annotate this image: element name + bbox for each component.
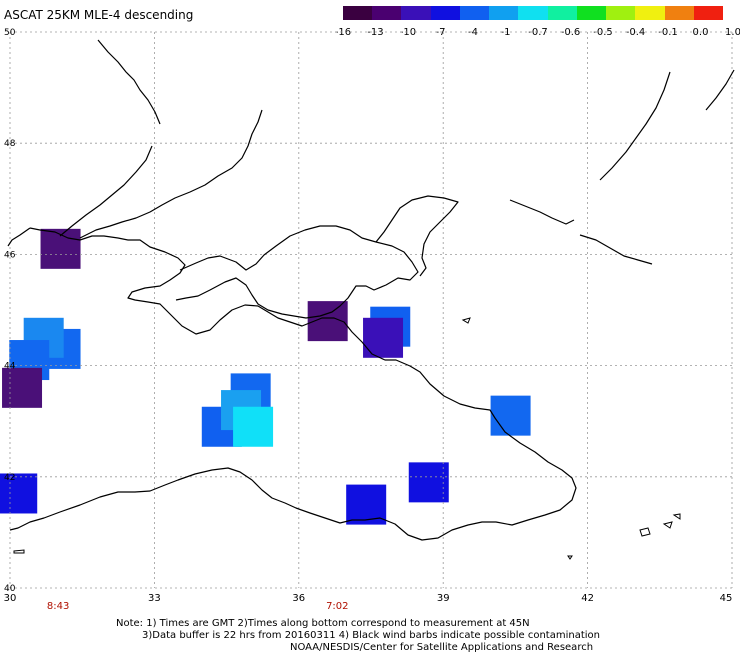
- lat-tick-label: 46: [4, 250, 16, 260]
- colorbar-swatch: [459, 6, 490, 20]
- coastline: [7, 39, 735, 541]
- colorbar-label: -7: [435, 27, 446, 38]
- colorbar: [343, 6, 724, 20]
- river-dnieper: [79, 109, 263, 239]
- wind-cell: [2, 367, 43, 408]
- river-don: [509, 199, 575, 225]
- colorbar-label: -0.6: [560, 27, 581, 38]
- wind-cells-layer: [0, 228, 531, 525]
- lon-tick-label: 33: [148, 593, 161, 604]
- island-1: [639, 527, 651, 537]
- colorbar-swatch: [635, 6, 665, 20]
- colorbar-swatch: [372, 6, 402, 20]
- colorbar-label: -13: [367, 27, 384, 38]
- lon-tick-label: 39: [437, 593, 450, 604]
- lat-tick-label: 44: [4, 362, 16, 372]
- river-volga: [579, 234, 653, 265]
- coastline-crimea: [175, 225, 419, 319]
- island-6: [567, 555, 573, 560]
- colorbar-swatch: [343, 6, 373, 20]
- colorbar-label: 0.0: [692, 27, 709, 38]
- lat-tick-label: 50: [4, 28, 16, 38]
- wind-cell: [363, 317, 404, 358]
- colorbar-swatch: [664, 6, 694, 20]
- wind-cell: [233, 406, 274, 447]
- colorbar-label: -10: [399, 27, 417, 38]
- colorbar-label: -0.7: [528, 27, 548, 38]
- colorbar-swatch: [401, 6, 431, 20]
- colorbar-swatch: [606, 6, 636, 20]
- island-4: [13, 549, 25, 554]
- island-3: [672, 513, 681, 520]
- colorbar-label: -0.4: [625, 27, 646, 38]
- colorbar-label: -4: [468, 27, 478, 38]
- footer-line-1: Note: 1) Times are GMT 2)Times along bot…: [116, 618, 530, 629]
- colorbar-swatch: [547, 6, 577, 20]
- colorbar-label: 1.0: [725, 27, 740, 38]
- lon-tick-label: 42: [581, 593, 594, 604]
- map-title: ASCAT 25KM MLE-4 descending: [4, 8, 194, 22]
- wind-cell: [490, 395, 531, 436]
- colorbar-label: -1: [500, 27, 511, 38]
- river-northeast: [705, 69, 735, 111]
- wind-cell: [0, 473, 38, 514]
- coastline-black-sea: [9, 227, 577, 541]
- river-northwest: [97, 39, 161, 125]
- colorbar-labels: -16 -13 -10 -7 -4 -1 -0.7 -0.6 -0.5 -0.4 -0.1 0.0 1.…: [333, 27, 740, 41]
- lat-tick-label: 42: [4, 473, 15, 483]
- colorbar-swatch: [518, 6, 548, 20]
- lat-tick-label: 48: [4, 139, 16, 149]
- lon-tick-label: 36: [292, 593, 305, 604]
- axes-labels: 30 33 36 39 42 45 50 48 46 44 42 40 8:43 7:02: [4, 28, 733, 612]
- coastline-sw-edge: [7, 227, 31, 247]
- small-islands: [13, 317, 681, 560]
- footer-line-2: 3)Data buffer is 22 hrs from 20160311 4)…: [142, 630, 600, 641]
- lat-tick-label: 40: [4, 584, 16, 594]
- river-east: [599, 71, 671, 181]
- wind-cell: [408, 462, 449, 503]
- colorbar-swatch: [489, 6, 519, 20]
- lon-tick-label: 30: [4, 593, 17, 604]
- coastline-azov: [375, 195, 459, 277]
- colorbar-label: -0.1: [658, 27, 678, 38]
- lon-tick-label: 45: [720, 593, 733, 604]
- grid-lines: [9, 31, 733, 589]
- footer-line-3: NOAA/NESDIS/Center for Satellite Applica…: [290, 642, 594, 653]
- colorbar-label: -0.5: [593, 27, 613, 38]
- time-label: 8:43: [47, 601, 69, 612]
- island-5: [461, 317, 471, 324]
- time-label: 7:02: [326, 601, 348, 612]
- colorbar-swatch: [430, 6, 460, 20]
- colorbar-swatch: [576, 6, 607, 20]
- river-dniester: [59, 145, 153, 237]
- colorbar-label: -16: [334, 27, 352, 38]
- island-2: [662, 521, 673, 529]
- colorbar-swatch: [693, 6, 724, 20]
